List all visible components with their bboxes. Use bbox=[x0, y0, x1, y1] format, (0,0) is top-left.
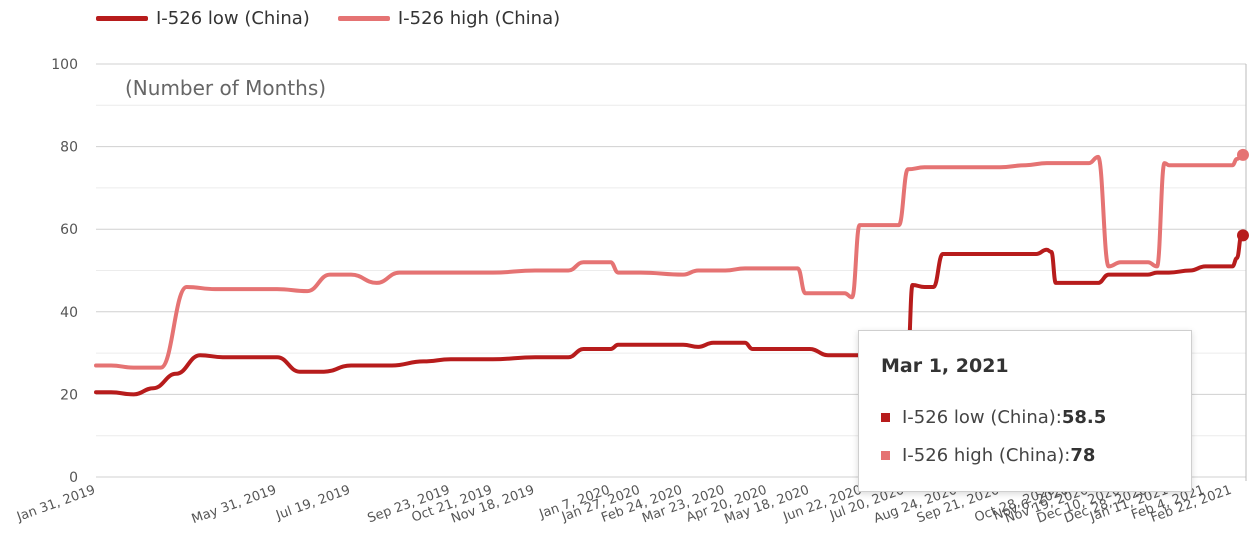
legend-label-high: I-526 high (China) bbox=[397, 8, 561, 29]
legend-item-low[interactable]: I-526 low (China) bbox=[96, 8, 310, 29]
x-tick-label: May 31, 2019 bbox=[190, 483, 279, 528]
y-axis-unit-note: (Number of Months) bbox=[125, 76, 327, 100]
tooltip-date: Mar 1, 2021 bbox=[881, 355, 1009, 377]
y-tick-label: 100 bbox=[51, 57, 78, 73]
hover-tooltip: Mar 1, 2021 I-526 low (China): 58.5 I-52… bbox=[858, 330, 1192, 492]
y-tick-label: 0 bbox=[69, 470, 78, 486]
tooltip-label-low: I-526 low (China): bbox=[902, 407, 1062, 428]
hover-point-low bbox=[1236, 229, 1249, 242]
gridlines bbox=[96, 63, 1247, 481]
tooltip-row-high: I-526 high (China): 78 bbox=[881, 445, 1095, 466]
hover-markers bbox=[1236, 148, 1249, 242]
tooltip-row-low: I-526 low (China): 58.5 bbox=[881, 407, 1106, 428]
tooltip-value-high: 78 bbox=[1070, 445, 1096, 466]
legend-swatch-low bbox=[96, 16, 148, 21]
hover-point-high bbox=[1236, 148, 1249, 161]
tooltip-swatch-low bbox=[881, 413, 890, 422]
legend-label-low: I-526 low (China) bbox=[156, 8, 310, 29]
y-tick-label: 60 bbox=[60, 222, 78, 238]
tooltip-value-low: 58.5 bbox=[1061, 407, 1107, 428]
series-line-high bbox=[94, 152, 1245, 370]
y-tick-label: 40 bbox=[60, 305, 78, 321]
legend-swatch-high bbox=[337, 16, 390, 21]
legend: I-526 low (China) I-526 high (China) bbox=[96, 8, 560, 29]
tooltip-label-high: I-526 high (China): bbox=[902, 445, 1071, 466]
series-lines bbox=[94, 152, 1245, 397]
x-tick-label: Jan 31, 2019 bbox=[14, 483, 97, 526]
y-tick-label: 20 bbox=[60, 387, 78, 403]
series-line-low bbox=[94, 233, 1245, 397]
y-tick-label: 80 bbox=[60, 140, 78, 156]
x-tick-label: Jul 19, 2019 bbox=[273, 483, 352, 524]
tooltip-swatch-high bbox=[881, 451, 890, 460]
legend-item-high[interactable]: I-526 high (China) bbox=[337, 8, 561, 29]
y-axis-ticks: 0 20 40 60 80 100 bbox=[51, 57, 78, 486]
